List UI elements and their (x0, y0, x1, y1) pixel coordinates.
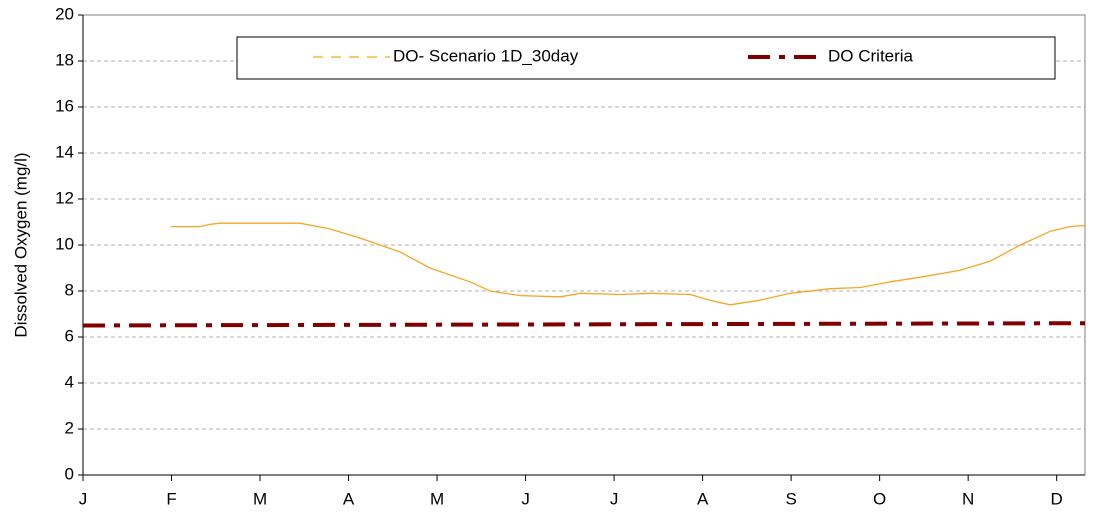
y-tick-label: 10 (55, 234, 74, 253)
legend-label: DO- Scenario 1D_30day (393, 46, 579, 65)
x-tick-label: O (873, 489, 886, 508)
y-tick-label: 12 (55, 188, 74, 207)
legend-box (236, 36, 1056, 80)
y-tick-label: 8 (65, 280, 74, 299)
x-tick-label: M (253, 489, 267, 508)
x-tick-label: D (1051, 489, 1063, 508)
y-tick-label: 18 (55, 50, 74, 69)
y-axis-label: Dissolved Oxygen (mg/l) (11, 152, 30, 337)
x-tick-label: F (166, 489, 176, 508)
y-tick-label: 20 (55, 4, 74, 23)
x-tick-label: A (697, 489, 709, 508)
y-tick-label: 14 (55, 142, 74, 161)
x-tick-label: J (79, 489, 88, 508)
series-line (82, 321, 1086, 328)
legend-label: DO Criteria (828, 46, 914, 65)
x-tick-label: M (430, 489, 444, 508)
y-tick-label: 0 (65, 464, 74, 483)
series-line (170, 222, 1086, 306)
x-tick-label: J (610, 489, 619, 508)
x-tick-label: J (521, 489, 530, 508)
y-tick-label: 4 (65, 372, 74, 391)
x-tick-label: A (343, 489, 355, 508)
y-tick-label: 16 (55, 96, 74, 115)
x-tick-label: S (785, 489, 796, 508)
y-tick-label: 2 (65, 418, 74, 437)
y-tick-label: 6 (65, 326, 74, 345)
x-tick-label: N (962, 489, 974, 508)
